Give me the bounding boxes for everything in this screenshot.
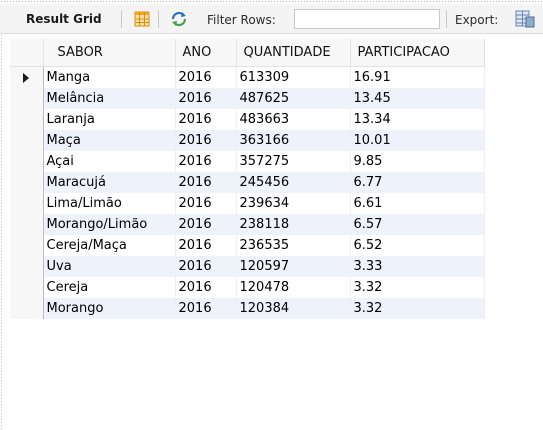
export-icon[interactable] <box>515 10 535 28</box>
table-row[interactable]: Maracujá 2016 245456 6.77 <box>10 172 484 193</box>
cell-participacao[interactable]: 13.34 <box>350 109 484 130</box>
cell-quantidade[interactable]: 238118 <box>236 214 350 235</box>
cell-participacao[interactable]: 9.85 <box>350 151 484 172</box>
cell-participacao[interactable]: 3.32 <box>350 277 484 298</box>
row-selector[interactable] <box>10 214 43 235</box>
cell-sabor[interactable]: Cereja <box>43 277 175 298</box>
cell-ano[interactable]: 2016 <box>175 193 236 214</box>
cell-sabor[interactable]: Maça <box>43 130 175 151</box>
table-row[interactable]: Cereja 2016 120478 3.32 <box>10 277 484 298</box>
cell-sabor[interactable]: Melância <box>43 88 175 109</box>
cell-participacao[interactable]: 6.52 <box>350 235 484 256</box>
row-selector[interactable] <box>10 151 43 172</box>
cell-quantidade[interactable]: 120384 <box>236 298 350 319</box>
cell-participacao[interactable]: 3.33 <box>350 256 484 277</box>
cell-quantidade[interactable]: 357275 <box>236 151 350 172</box>
cell-ano[interactable]: 2016 <box>175 214 236 235</box>
cell-ano[interactable]: 2016 <box>175 130 236 151</box>
cell-quantidade[interactable]: 245456 <box>236 172 350 193</box>
cell-ano[interactable]: 2016 <box>175 172 236 193</box>
result-table: SABOR ANO QUANTIDADE PARTICIPACAO Manga 2… <box>10 39 485 319</box>
table-row[interactable]: Uva 2016 120597 3.33 <box>10 256 484 277</box>
cell-ano[interactable]: 2016 <box>175 67 236 89</box>
cell-quantidade[interactable]: 363166 <box>236 130 350 151</box>
cell-ano[interactable]: 2016 <box>175 256 236 277</box>
row-selector[interactable] <box>10 256 43 277</box>
table-row[interactable]: Maça 2016 363166 10.01 <box>10 130 484 151</box>
cell-ano[interactable]: 2016 <box>175 298 236 319</box>
table-row[interactable]: Lima/Limão 2016 239634 6.61 <box>10 193 484 214</box>
table-row[interactable]: Laranja 2016 483663 13.34 <box>10 109 484 130</box>
column-header-sabor[interactable]: SABOR <box>43 39 175 67</box>
cell-sabor[interactable]: Açai <box>43 151 175 172</box>
table-row[interactable]: Morango/Limão 2016 238118 6.57 <box>10 214 484 235</box>
cell-participacao[interactable]: 13.45 <box>350 88 484 109</box>
table-row[interactable]: Melância 2016 487625 13.45 <box>10 88 484 109</box>
cell-sabor[interactable]: Maracujá <box>43 172 175 193</box>
cell-sabor[interactable]: Cereja/Maça <box>43 235 175 256</box>
table-row[interactable]: Morango 2016 120384 3.32 <box>10 298 484 319</box>
column-header-participacao[interactable]: PARTICIPACAO <box>350 39 484 67</box>
cell-sabor[interactable]: Laranja <box>43 109 175 130</box>
cell-participacao[interactable]: 6.57 <box>350 214 484 235</box>
row-marker-arrow-icon <box>23 73 29 83</box>
cell-participacao[interactable]: 6.77 <box>350 172 484 193</box>
row-selector[interactable] <box>10 235 43 256</box>
cell-ano[interactable]: 2016 <box>175 109 236 130</box>
cell-quantidade[interactable]: 120478 <box>236 277 350 298</box>
table-row[interactable]: Açai 2016 357275 9.85 <box>10 151 484 172</box>
row-selector-header[interactable] <box>10 39 43 67</box>
export-label: Export: <box>455 13 498 27</box>
cell-sabor[interactable]: Uva <box>43 256 175 277</box>
table-row[interactable]: Manga 2016 613309 16.91 <box>10 67 484 89</box>
refresh-icon[interactable] <box>170 11 188 27</box>
cell-quantidade[interactable]: 236535 <box>236 235 350 256</box>
column-header-quantidade[interactable]: QUANTIDADE <box>236 39 350 67</box>
cell-ano[interactable]: 2016 <box>175 151 236 172</box>
left-panel-edge <box>0 34 3 430</box>
row-selector[interactable] <box>10 109 43 130</box>
row-selector[interactable] <box>10 130 43 151</box>
result-grid: SABOR ANO QUANTIDADE PARTICIPACAO Manga 2… <box>10 39 513 319</box>
row-selector[interactable] <box>10 277 43 298</box>
cell-ano[interactable]: 2016 <box>175 277 236 298</box>
cell-sabor[interactable]: Lima/Limão <box>43 193 175 214</box>
grid-icon[interactable] <box>134 11 150 27</box>
result-grid-tab[interactable]: Result Grid <box>26 12 102 26</box>
row-selector[interactable] <box>10 298 43 319</box>
filter-rows-input[interactable] <box>294 9 440 29</box>
cell-participacao[interactable]: 10.01 <box>350 130 484 151</box>
cell-quantidade[interactable]: 483663 <box>236 109 350 130</box>
cell-quantidade[interactable]: 487625 <box>236 88 350 109</box>
cell-quantidade[interactable]: 120597 <box>236 256 350 277</box>
cell-sabor[interactable]: Morango <box>43 298 175 319</box>
cell-ano[interactable]: 2016 <box>175 235 236 256</box>
row-selector[interactable] <box>10 193 43 214</box>
cell-ano[interactable]: 2016 <box>175 88 236 109</box>
cell-participacao[interactable]: 16.91 <box>350 67 484 89</box>
cell-sabor[interactable]: Manga <box>43 67 175 89</box>
cell-sabor[interactable]: Morango/Limão <box>43 214 175 235</box>
toolbar-separator <box>158 10 159 28</box>
cell-quantidade[interactable]: 613309 <box>236 67 350 89</box>
row-selector[interactable] <box>10 172 43 193</box>
row-selector[interactable] <box>10 67 43 89</box>
table-row[interactable]: Cereja/Maça 2016 236535 6.52 <box>10 235 484 256</box>
cell-quantidade[interactable]: 239634 <box>236 193 350 214</box>
filter-rows-label: Filter Rows: <box>207 13 276 27</box>
toolbar-separator <box>446 10 447 28</box>
row-selector[interactable] <box>10 88 43 109</box>
toolbar-separator <box>121 10 122 28</box>
cell-participacao[interactable]: 3.32 <box>350 298 484 319</box>
header-row: SABOR ANO QUANTIDADE PARTICIPACAO <box>10 39 484 67</box>
cell-participacao[interactable]: 6.61 <box>350 193 484 214</box>
column-header-ano[interactable]: ANO <box>175 39 236 67</box>
result-toolbar: Result Grid Filter Rows: Export: <box>0 4 543 34</box>
